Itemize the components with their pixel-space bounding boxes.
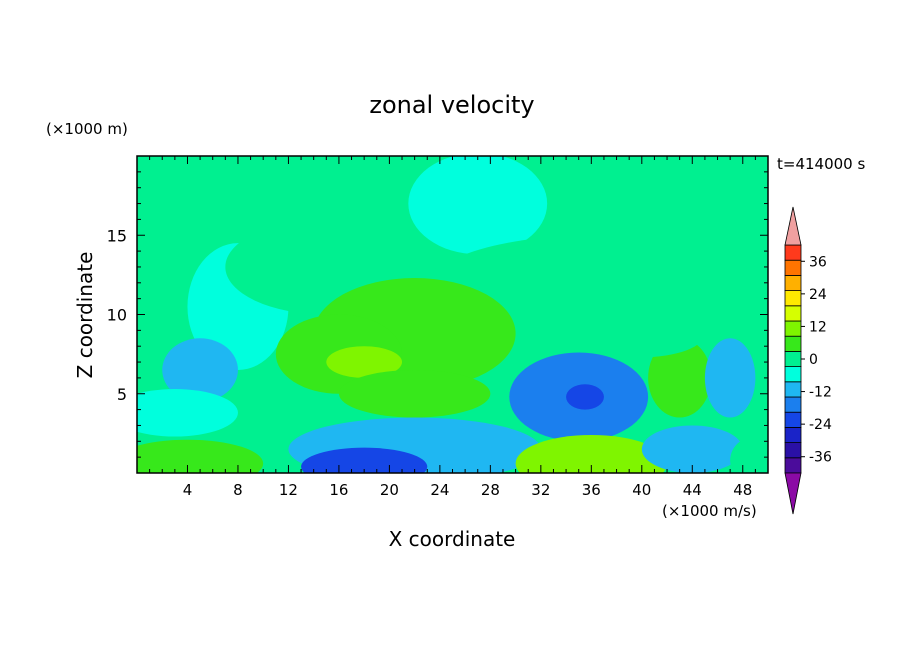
colorbar-tick-label: -12 — [809, 385, 832, 401]
colorbar-swatch — [784, 244, 802, 261]
x-tick-label: 16 — [329, 481, 348, 499]
field-region-19 — [137, 439, 264, 473]
x-tick-label: 44 — [683, 481, 702, 499]
field-region-22 — [730, 436, 768, 473]
colorbar-tick-label: 24 — [809, 287, 827, 303]
x-tick-label: 8 — [233, 481, 243, 499]
field-region-20 — [515, 434, 668, 473]
colorbar-swatch — [784, 457, 802, 474]
field-region-10 — [162, 338, 238, 402]
chart-title: zonal velocity — [369, 91, 534, 119]
colorbar-over-arrow — [784, 206, 802, 246]
y-axis-label: Z coordinate — [73, 252, 97, 379]
y-tick-label: 10 — [107, 306, 127, 325]
colorbar-swatch — [784, 411, 802, 428]
x-tick-label: 48 — [733, 481, 752, 499]
colorbar-swatch — [784, 259, 802, 276]
y-tick-label: 5 — [117, 385, 127, 404]
colorbar-swatch — [784, 320, 802, 337]
colorbar-swatch — [784, 274, 802, 291]
x-tick-label: 36 — [582, 481, 601, 499]
field-region-12 — [250, 401, 302, 466]
field-region-8 — [648, 338, 712, 418]
x-tick-label: 12 — [279, 481, 298, 499]
x-axis: 4 8 12 16 20 24 28 32 36 40 44 48 — [149, 156, 756, 499]
field-region-6 — [326, 346, 403, 378]
colorbar-swatch — [784, 366, 802, 383]
x-tick-label: 40 — [632, 481, 651, 499]
colorbar-swatch — [784, 305, 802, 322]
x-tick-label: 4 — [183, 481, 193, 499]
y-axis: 5 10 15 — [107, 171, 768, 458]
field-region-21 — [641, 425, 743, 473]
field-region-0 — [408, 156, 548, 255]
field-region-9 — [578, 309, 705, 358]
y-tick-label: 15 — [107, 226, 127, 245]
x-tick-label: 24 — [430, 481, 449, 499]
time-label: t=414000 s — [777, 155, 865, 173]
colorbar-swatch — [784, 426, 802, 443]
colorbar: 36 24 12 0 -12 -24 -36 — [784, 206, 832, 515]
colorbar-tick-label: -36 — [809, 450, 832, 466]
colorbar-swatch — [784, 350, 802, 367]
colorbar-tick-label: 0 — [809, 352, 818, 368]
x-tick-label: 32 — [531, 481, 550, 499]
x-axis-label: X coordinate — [389, 527, 516, 551]
heatmap-field — [137, 156, 768, 473]
field-region-11 — [137, 389, 238, 437]
field-region-7 — [338, 369, 491, 418]
colorbar-tick-label: 36 — [809, 254, 827, 270]
colorbar-swatch — [784, 290, 802, 307]
colorbar-tick-label: -24 — [809, 417, 832, 433]
field-region-16 — [704, 338, 756, 418]
colorbar-swatch — [784, 381, 802, 398]
y-unit-label: (×1000 m) — [46, 120, 128, 138]
x-tick-label: 28 — [481, 481, 500, 499]
field-region-18 — [301, 447, 428, 473]
colorbar-swatch — [784, 335, 802, 352]
colorbar-swatch — [784, 442, 802, 459]
colorbar-swatch — [784, 396, 802, 413]
x-tick-label: 20 — [380, 481, 399, 499]
field-region-15 — [566, 384, 604, 410]
colorbar-under-arrow — [784, 472, 802, 515]
colorbar-tick-label: 12 — [809, 319, 827, 335]
x-unit-label: (×1000 m/s) — [662, 502, 757, 520]
